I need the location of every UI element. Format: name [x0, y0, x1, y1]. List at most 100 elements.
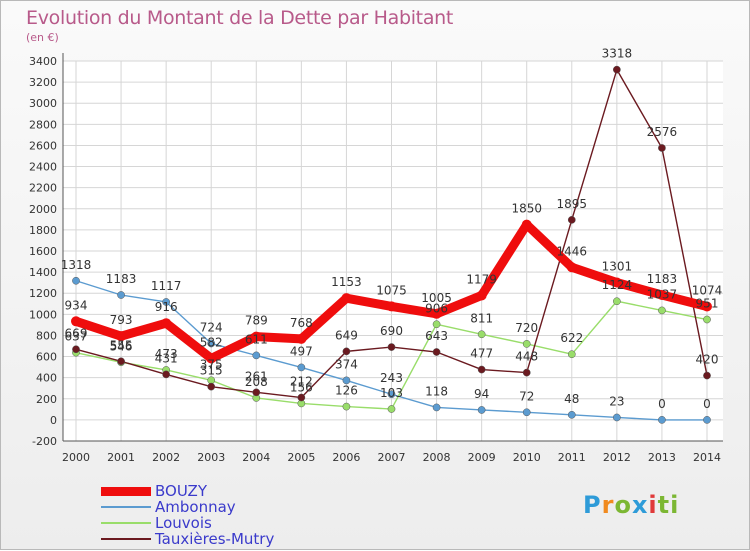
data-point	[252, 351, 261, 360]
x-tick-label: 2014	[693, 451, 721, 464]
data-label: 1183	[106, 272, 137, 286]
data-point	[252, 388, 261, 397]
y-tick-label: 1400	[29, 266, 57, 279]
data-label: 906	[425, 301, 448, 315]
data-point	[207, 339, 216, 348]
data-point	[658, 416, 666, 424]
data-label: 156	[290, 380, 313, 394]
data-point	[251, 331, 262, 342]
data-label: 243	[380, 371, 403, 385]
data-point	[521, 219, 532, 230]
y-tick-label: 2200	[29, 182, 57, 195]
data-label: 1301	[602, 260, 633, 274]
data-label: 1895	[557, 197, 588, 211]
data-point	[387, 405, 396, 413]
data-point	[431, 308, 442, 319]
data-label: 669	[65, 326, 88, 340]
data-label: 793	[110, 313, 133, 327]
data-point	[432, 403, 441, 412]
chart-title: Evolution du Montant de la Dette par Hab…	[26, 7, 454, 29]
data-point	[703, 371, 711, 380]
data-point	[613, 413, 621, 422]
data-label: 1318	[61, 258, 92, 272]
data-point	[432, 320, 441, 329]
data-label: 1037	[647, 287, 678, 301]
data-point	[703, 416, 711, 424]
data-label: 448	[515, 350, 538, 364]
data-label: 477	[470, 347, 493, 361]
data-label: 649	[335, 328, 358, 342]
legend-label: Ambonnay	[155, 498, 236, 516]
data-label: 720	[515, 321, 538, 335]
x-tick-label: 2001	[107, 451, 135, 464]
y-tick-label: 800	[36, 329, 57, 342]
legend-label: Tauxières-Mutry	[155, 530, 275, 548]
data-label: 582	[200, 335, 223, 349]
data-label: 622	[560, 331, 583, 345]
data-label: 637	[65, 330, 88, 344]
data-label: 1124	[602, 278, 633, 292]
data-label: 0	[703, 397, 711, 411]
y-axis-unit: (en €)	[26, 31, 59, 44]
data-label: 208	[245, 375, 268, 389]
data-label: 951	[696, 297, 719, 311]
data-label: 690	[380, 324, 403, 338]
proxiti-logo: Proxiti	[583, 491, 679, 519]
data-label: 118	[425, 384, 448, 398]
legend-label: Louvois	[155, 514, 212, 532]
data-label: 497	[290, 344, 313, 358]
legend-swatch	[101, 506, 151, 508]
data-point	[703, 315, 711, 324]
data-label: 126	[335, 384, 358, 398]
data-label: 789	[245, 314, 268, 328]
data-label: 94	[474, 387, 489, 401]
data-label: 0	[658, 397, 666, 411]
data-label: 374	[335, 357, 358, 371]
y-tick-label: 2000	[29, 203, 57, 216]
x-tick-label: 2006	[332, 451, 360, 464]
y-tick-label: 400	[36, 372, 57, 385]
data-label: 473	[155, 347, 178, 361]
data-point	[522, 340, 531, 348]
x-tick-label: 2009	[468, 451, 496, 464]
x-tick-label: 2013	[648, 451, 676, 464]
data-point	[477, 365, 486, 374]
data-label: 1074	[692, 284, 723, 298]
y-tick-label: 200	[36, 393, 57, 406]
data-point	[567, 350, 576, 359]
y-tick-label: 1000	[29, 308, 57, 321]
y-tick-label: -200	[32, 435, 57, 448]
y-tick-label: 2800	[29, 118, 57, 131]
x-tick-label: 2005	[287, 451, 315, 464]
data-point	[206, 353, 217, 364]
data-label: 934	[65, 298, 88, 312]
data-label: 315	[200, 364, 223, 378]
data-label: 3318	[602, 47, 633, 61]
logo-letter: ti	[657, 491, 680, 519]
logo-letter: x	[631, 491, 649, 519]
data-label: 212	[290, 375, 313, 389]
y-tick-label: 0	[50, 414, 57, 427]
data-label: 1183	[647, 272, 678, 286]
logo-letter: o	[614, 491, 632, 519]
data-label: 1850	[511, 202, 542, 216]
data-point	[613, 297, 621, 306]
y-tick-label: 3200	[29, 76, 57, 89]
data-point	[702, 301, 712, 312]
x-tick-label: 2004	[242, 451, 270, 464]
data-label: 23	[609, 394, 624, 408]
y-tick-label: 2400	[29, 161, 57, 174]
x-tick-label: 2012	[603, 451, 631, 464]
data-point	[117, 357, 125, 366]
data-point	[566, 262, 577, 273]
data-label: 811	[470, 311, 493, 325]
data-label: 916	[155, 300, 178, 314]
data-label: 724	[200, 320, 223, 334]
data-label: 431	[155, 351, 178, 365]
data-point	[432, 348, 441, 356]
data-point	[477, 406, 486, 414]
x-tick-label: 2010	[513, 451, 541, 464]
data-point	[296, 333, 307, 344]
logo-letter: r	[601, 491, 615, 519]
